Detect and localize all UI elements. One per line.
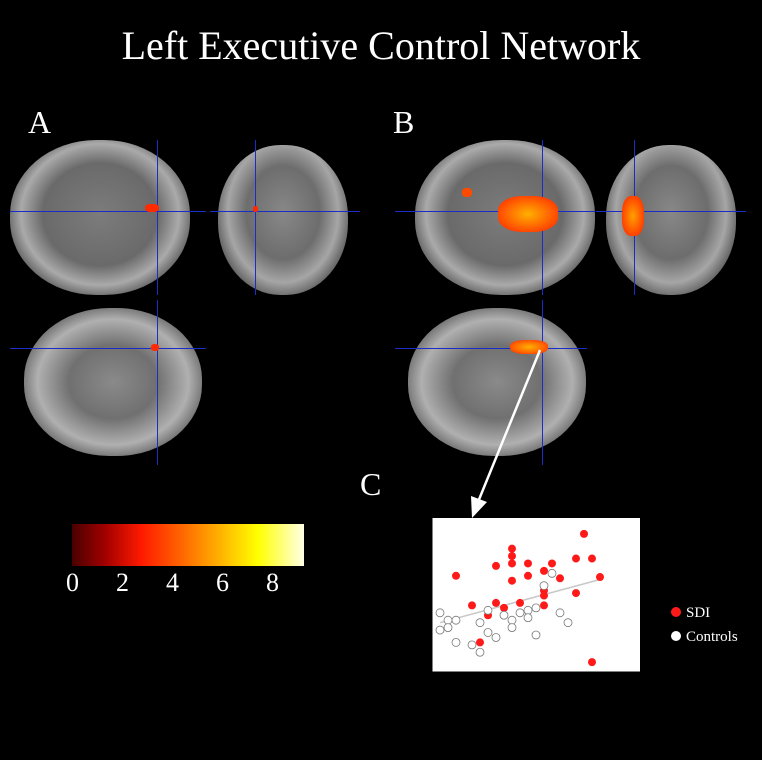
data-point-sdi [540, 601, 548, 610]
data-point-controls [523, 605, 533, 615]
crosshair-vertical [157, 140, 158, 295]
colorbar-tick: 2 [116, 568, 129, 597]
y-axis-label: Beta [386, 583, 402, 613]
data-point-controls [547, 568, 557, 578]
data-point-controls [483, 605, 493, 615]
y-tick-label: 2 [417, 567, 424, 582]
data-point-controls [443, 623, 453, 632]
panel-label-b: B [393, 104, 415, 140]
crosshair-vertical [157, 300, 158, 465]
colorbar-tick: 8 [266, 568, 279, 597]
data-point-controls [451, 638, 461, 647]
data-point-controls [563, 618, 573, 628]
crosshair-horizontal [10, 348, 206, 349]
data-point-sdi [596, 573, 604, 582]
y-tick-label: 0 [417, 617, 424, 632]
colorbar-tick: 0 [66, 568, 79, 597]
data-point-controls [507, 623, 517, 632]
crosshair-vertical [542, 300, 543, 465]
colorbar-tick: 4 [166, 568, 179, 597]
data-point-controls [531, 630, 541, 640]
activation-cluster [151, 344, 159, 351]
data-point-controls [491, 633, 501, 642]
legend-marker-controls [671, 631, 681, 641]
legend-marker-sdi [671, 607, 681, 617]
data-point-sdi [580, 529, 588, 538]
data-point-sdi [508, 544, 516, 553]
legend-label-controls: Controls [686, 629, 738, 645]
data-point-controls [507, 615, 517, 625]
data-point-sdi [588, 658, 596, 667]
data-point-controls [515, 608, 525, 618]
data-point-sdi [572, 589, 580, 598]
plot-area [432, 518, 640, 672]
data-point-controls [435, 608, 445, 618]
connector-arrowhead [471, 496, 487, 518]
y-tick-label: -1 [412, 641, 424, 656]
x-tick-label: 50 [585, 681, 599, 696]
activation-cluster [145, 204, 159, 212]
x-tick-label: 35 [465, 681, 479, 696]
crosshair-horizontal [395, 211, 595, 212]
data-point-controls [475, 647, 485, 657]
data-point-sdi [508, 559, 516, 568]
activation-cluster [253, 206, 258, 212]
colorbar-tick: 6 [216, 568, 229, 597]
data-point-sdi [524, 571, 532, 580]
data-point-controls [435, 625, 445, 635]
data-point-sdi [476, 638, 484, 647]
connector-arrow-line [476, 349, 542, 503]
crosshair-vertical [255, 140, 256, 295]
data-point-sdi [540, 566, 548, 575]
data-point-sdi [516, 598, 524, 607]
data-point-sdi [540, 591, 548, 600]
legend-label-sdi: SDI [686, 605, 710, 621]
crosshair-horizontal [596, 211, 746, 212]
y-tick-label: 1 [417, 592, 424, 607]
data-point-sdi [452, 571, 460, 580]
data-point-sdi [508, 576, 516, 585]
x-tick-label: 45 [545, 681, 559, 696]
data-point-controls [531, 603, 541, 613]
y-tick-label: 3 [417, 543, 424, 558]
data-point-controls [475, 618, 485, 628]
panel-label-a: A [28, 104, 52, 140]
data-point-sdi [508, 552, 516, 561]
data-point-sdi [468, 601, 476, 610]
data-point-controls [467, 640, 477, 650]
y-tick-label: -2 [412, 666, 424, 681]
data-point-sdi [556, 574, 564, 583]
data-point-controls [483, 628, 493, 637]
data-point-controls [523, 613, 533, 623]
y-tick-label: 4 [417, 518, 424, 533]
data-point-controls [539, 581, 549, 591]
colorbar [72, 524, 304, 566]
crosshair-horizontal [210, 211, 360, 212]
x-tick-label: 30 [425, 681, 439, 696]
activation-cluster [498, 196, 558, 232]
data-point-sdi [492, 598, 500, 607]
activation-cluster [462, 188, 472, 197]
x-tick-label: 40 [505, 681, 519, 696]
activation-cluster [622, 196, 644, 236]
panel-label-c: C [360, 466, 382, 502]
data-point-sdi [572, 554, 580, 563]
crosshair-horizontal [395, 348, 587, 349]
x-axis-label: BAS Total Score [480, 704, 585, 720]
data-point-controls [499, 610, 509, 620]
data-point-controls [555, 608, 565, 618]
data-point-sdi [524, 559, 532, 568]
data-point-sdi [588, 554, 596, 563]
data-point-controls [451, 615, 461, 625]
crosshair-horizontal [10, 211, 206, 212]
data-point-sdi [492, 561, 500, 570]
x-tick-label: 55 [625, 681, 639, 696]
figure-title: Left Executive Control Network [121, 23, 641, 68]
data-point-sdi [548, 559, 556, 568]
data-point-sdi [500, 603, 508, 612]
data-point-controls [443, 615, 453, 625]
